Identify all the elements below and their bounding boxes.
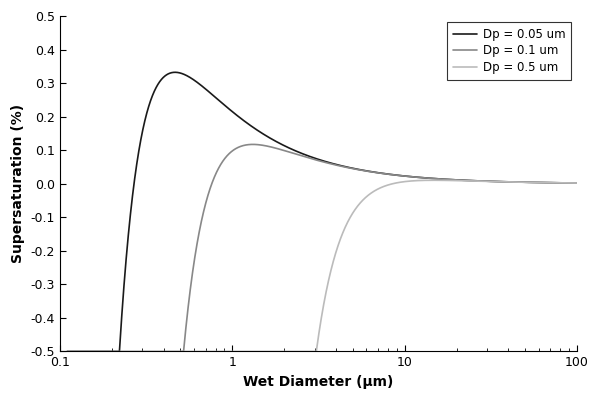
Dp = 0.1 um bbox=[446, 177, 453, 182]
Dp = 0.1 um bbox=[167, 349, 175, 354]
Dp = 0.05 um bbox=[574, 181, 581, 186]
Dp = 0.1 um bbox=[64, 349, 71, 354]
Dp = 0.5 um bbox=[467, 178, 474, 183]
Dp = 0.1 um bbox=[307, 156, 314, 161]
Dp = 0.1 um bbox=[478, 179, 485, 184]
Dp = 0.5 um bbox=[320, 301, 328, 306]
Dp = 0.05 um bbox=[172, 70, 179, 75]
Y-axis label: Supersaturation (%): Supersaturation (%) bbox=[11, 104, 25, 263]
Dp = 0.5 um bbox=[568, 180, 575, 185]
Dp = 0.05 um bbox=[413, 175, 420, 180]
Dp = 0.1 um bbox=[568, 180, 575, 185]
Line: Dp = 0.5 um: Dp = 0.5 um bbox=[181, 180, 577, 352]
Dp = 0.5 um bbox=[177, 349, 184, 354]
Dp = 0.1 um bbox=[413, 175, 420, 180]
X-axis label: Wet Diameter (μm): Wet Diameter (μm) bbox=[244, 375, 394, 389]
Dp = 0.5 um bbox=[387, 182, 394, 187]
Dp = 0.5 um bbox=[430, 178, 437, 183]
Dp = 0.5 um bbox=[215, 349, 223, 354]
Dp = 0.1 um bbox=[249, 142, 256, 147]
Dp = 0.05 um bbox=[568, 180, 575, 185]
Dp = 0.1 um bbox=[574, 181, 581, 186]
Line: Dp = 0.1 um: Dp = 0.1 um bbox=[67, 144, 577, 352]
Dp = 0.05 um bbox=[167, 70, 175, 75]
Legend: Dp = 0.05 um, Dp = 0.1 um, Dp = 0.5 um: Dp = 0.05 um, Dp = 0.1 um, Dp = 0.5 um bbox=[447, 22, 571, 80]
Dp = 0.05 um bbox=[64, 349, 71, 354]
Dp = 0.05 um bbox=[478, 178, 485, 183]
Dp = 0.5 um bbox=[402, 179, 409, 184]
Line: Dp = 0.05 um: Dp = 0.05 um bbox=[67, 72, 577, 352]
Dp = 0.05 um bbox=[446, 177, 453, 182]
Dp = 0.5 um bbox=[574, 181, 581, 186]
Dp = 0.05 um bbox=[307, 154, 314, 159]
